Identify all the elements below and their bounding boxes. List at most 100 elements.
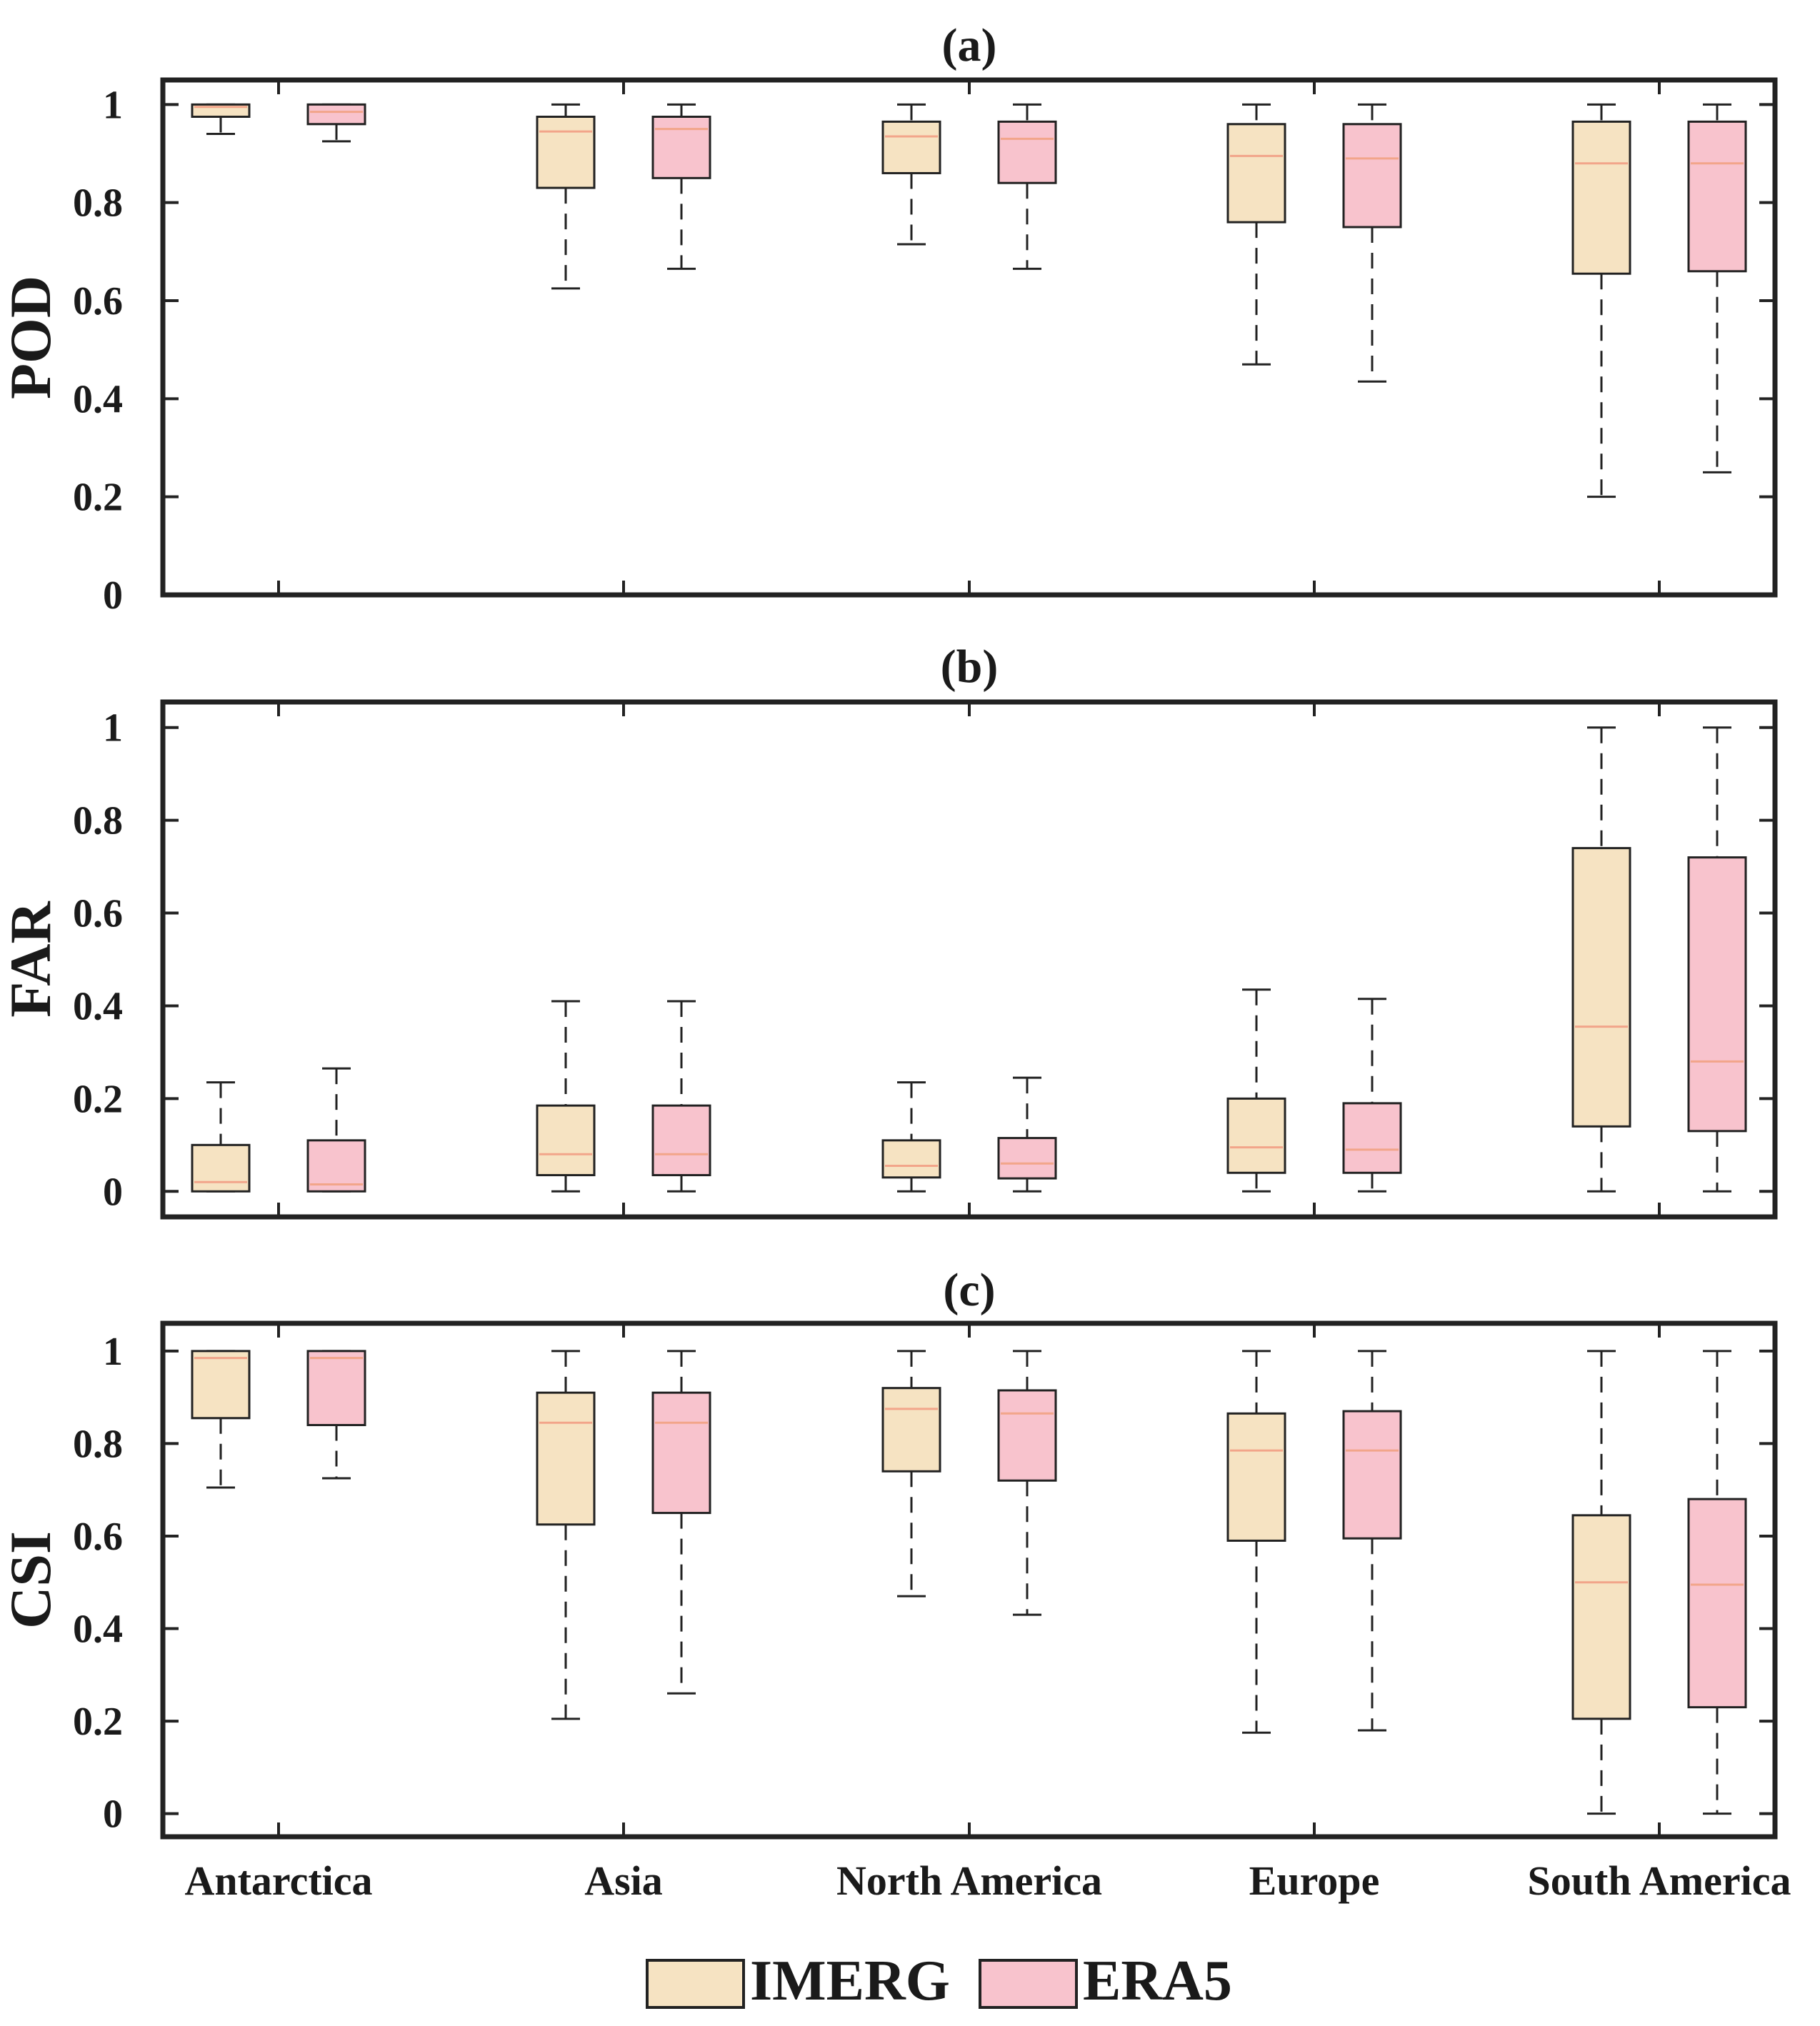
box-era5-antarctica — [306, 1350, 366, 1480]
iqr-box — [651, 1104, 711, 1177]
box-imerg-south-america — [1571, 103, 1631, 498]
iqr-box — [1571, 847, 1631, 1128]
iqr-box — [1687, 1498, 1747, 1709]
panel-title: (b) — [941, 641, 999, 693]
y-tick-label: 0.2 — [73, 476, 123, 520]
legend-label-imerg: IMERG — [750, 1950, 950, 2012]
plot-frame — [160, 699, 1778, 1220]
y-tick-label: 0.6 — [73, 1515, 123, 1559]
y-tick-label: 1 — [103, 1330, 123, 1374]
y-tick-label: 0.4 — [73, 1608, 123, 1652]
box-imerg-europe — [1226, 988, 1286, 1193]
box-era5-south-america — [1687, 1350, 1747, 1815]
iqr-box — [1226, 1097, 1286, 1174]
box-era5-north-america — [997, 103, 1057, 270]
y-tick-label: 1 — [103, 83, 123, 127]
y-tick-label: 0 — [103, 573, 123, 618]
box-imerg-europe — [1226, 103, 1286, 366]
box-imerg-antarctica — [191, 1350, 251, 1489]
y-axis-label: FAR — [0, 901, 63, 1018]
iqr-box — [651, 1391, 711, 1515]
plot-frame — [160, 77, 1778, 598]
y-tick-label: 0 — [103, 1170, 123, 1214]
box-imerg-south-america — [1571, 1350, 1631, 1815]
iqr-box — [881, 1387, 941, 1473]
iqr-box — [1571, 120, 1631, 275]
iqr-box — [1226, 1412, 1286, 1542]
panel-pod: (a) POD 0 0.2 0.4 0.6 0.8 1 — [0, 19, 1778, 618]
panel-csi: (c) CSI 0 0.2 0.4 0.6 0.8 1 — [0, 1264, 1778, 1840]
iqr-box — [651, 116, 711, 179]
box-era5-europe — [1342, 103, 1402, 383]
legend-swatch-imerg — [646, 1959, 745, 2009]
x-tick-label-north-america: North America — [836, 1857, 1102, 1904]
box-era5-antarctica — [306, 1067, 366, 1193]
panel-far: (b) FAR 0 0.2 0.4 0.6 0.8 1 — [0, 641, 1778, 1220]
box-imerg-antarctica — [191, 1081, 251, 1193]
box-imerg-antarctica — [191, 103, 251, 136]
box-imerg-asia — [536, 1350, 596, 1720]
box-imerg-north-america — [881, 1350, 941, 1598]
box-era5-north-america — [997, 1350, 1057, 1616]
iqr-box — [191, 1143, 251, 1193]
plot-frame — [160, 1320, 1778, 1840]
iqr-box — [1342, 123, 1402, 229]
x-tick-label-asia: Asia — [584, 1857, 663, 1904]
iqr-box — [1226, 123, 1286, 224]
iqr-box — [1342, 1410, 1402, 1540]
y-tick-label: 0.4 — [73, 377, 123, 421]
panel-title: (c) — [943, 1264, 995, 1316]
box-era5-south-america — [1687, 726, 1747, 1193]
box-era5-asia — [651, 103, 711, 270]
box-era5-south-america — [1687, 103, 1747, 473]
iqr-box — [1687, 856, 1747, 1133]
y-axis-label: POD — [0, 276, 63, 399]
box-imerg-asia — [536, 103, 596, 290]
iqr-box — [1687, 120, 1747, 273]
y-tick-label: 1 — [103, 706, 123, 751]
x-tick-label-south-america: South America — [1528, 1857, 1791, 1904]
box-era5-antarctica — [306, 103, 366, 143]
iqr-box — [881, 1139, 941, 1179]
iqr-box — [881, 120, 941, 174]
y-tick-label: 0.8 — [73, 799, 123, 843]
iqr-box — [536, 1391, 596, 1526]
y-tick-label: 0.2 — [73, 1077, 123, 1121]
box-era5-asia — [651, 1000, 711, 1193]
box-era5-north-america — [997, 1076, 1057, 1193]
y-axis-label: CSI — [0, 1531, 63, 1629]
legend: IMERG ERA5 — [646, 1950, 1232, 2012]
y-tick-label: 0.6 — [73, 892, 123, 936]
y-tick-label: 0.8 — [73, 1422, 123, 1466]
iqr-box — [997, 1389, 1057, 1482]
y-tick-label: 0.4 — [73, 984, 123, 1028]
iqr-box — [191, 1350, 251, 1420]
box-era5-europe — [1342, 1350, 1402, 1732]
box-imerg-asia — [536, 1000, 596, 1193]
x-axis-category-labels: Antarctica Asia North America Europe South A… — [184, 1857, 1791, 1904]
iqr-box — [536, 116, 596, 189]
box-imerg-south-america — [1571, 726, 1631, 1193]
iqr-box — [997, 120, 1057, 184]
box-imerg-europe — [1226, 1350, 1286, 1734]
box-imerg-north-america — [881, 1081, 941, 1193]
iqr-box — [306, 1350, 366, 1427]
y-tick-label: 0.6 — [73, 279, 123, 324]
box-imerg-north-america — [881, 103, 941, 246]
box-era5-europe — [1342, 998, 1402, 1193]
x-tick-label-antarctica: Antarctica — [184, 1857, 372, 1904]
iqr-box — [1342, 1102, 1402, 1174]
x-tick-label-europe: Europe — [1249, 1857, 1380, 1904]
iqr-box — [306, 103, 366, 126]
y-tick-label: 0.8 — [73, 181, 123, 226]
panels: (a) POD 0 0.2 0.4 0.6 0.8 1 (b) FAR 0 0.2 0.4 0.6 0.8 1… — [0, 19, 1778, 1840]
panel-title: (a) — [942, 19, 997, 71]
iqr-box — [536, 1104, 596, 1177]
iqr-box — [997, 1137, 1057, 1180]
box-era5-asia — [651, 1350, 711, 1695]
legend-swatch-era5 — [979, 1959, 1078, 2009]
y-tick-label: 0.2 — [73, 1700, 123, 1744]
iqr-box — [306, 1139, 366, 1193]
y-tick-label: 0 — [103, 1792, 123, 1837]
